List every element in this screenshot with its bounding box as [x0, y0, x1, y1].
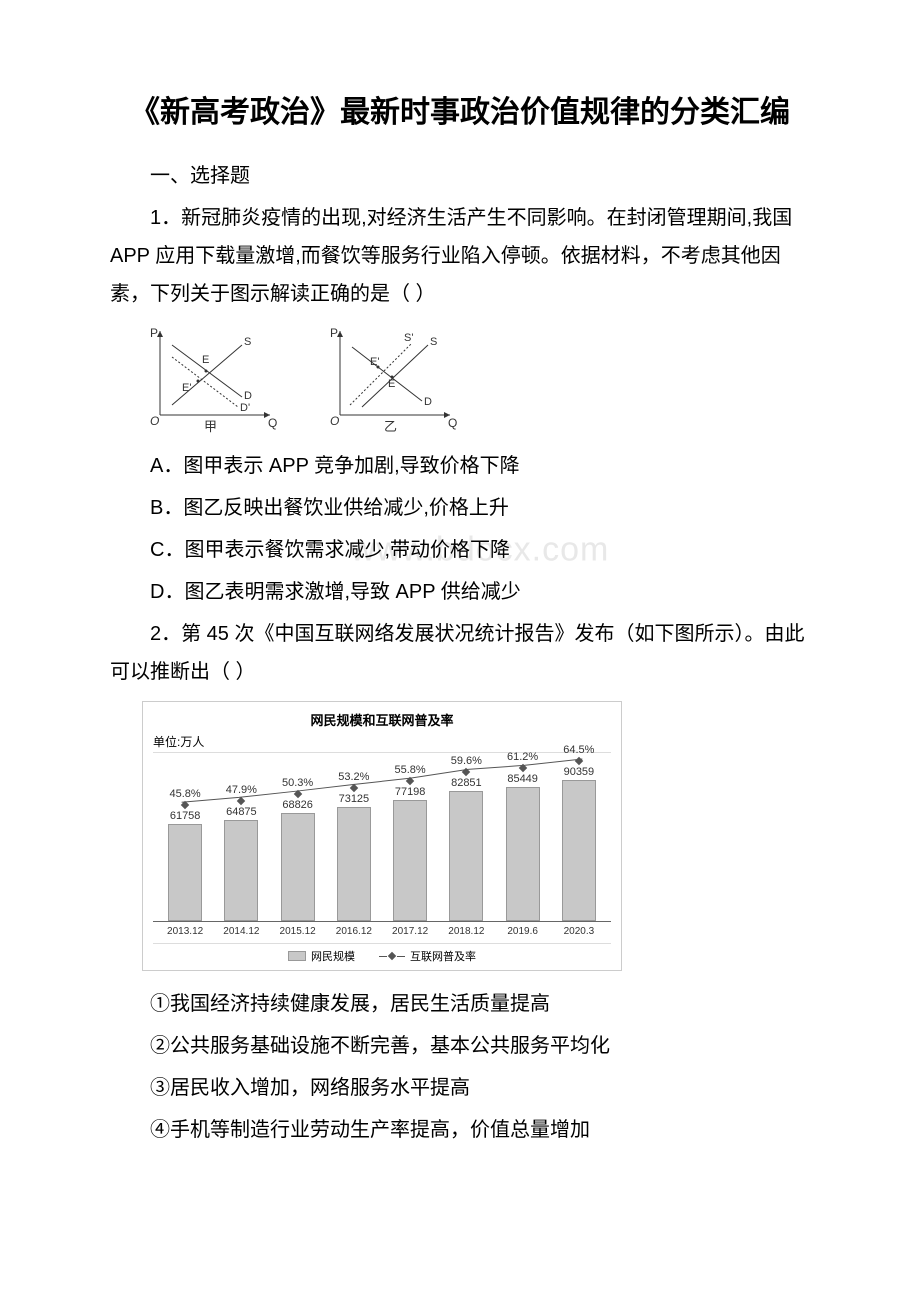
section-heading: 一、选择题	[110, 157, 810, 195]
svg-text:Q: Q	[448, 416, 457, 430]
x-axis-label: 2017.12	[387, 926, 433, 937]
bar-group: 61.2% 85449	[500, 751, 546, 921]
bar	[562, 780, 596, 921]
bar-rate-label: 64.5%	[563, 744, 594, 756]
axis-p-label: P	[150, 326, 158, 340]
bar	[506, 787, 540, 921]
q1-option-b: B．图乙反映出餐饮业供给减少,价格上升	[110, 489, 810, 527]
diagram-jia: P Q O S D D' E E' 甲	[142, 323, 282, 433]
x-axis-label: 2014.12	[218, 926, 264, 937]
x-axis-label: 2019.6	[500, 926, 546, 937]
legend-bar-label: 网民规模	[311, 948, 355, 964]
bar-rate-label: 55.8%	[395, 764, 426, 776]
svg-text:S: S	[244, 336, 251, 348]
legend-bar: 网民规模	[288, 948, 355, 964]
bar	[393, 800, 427, 921]
bar-group: 47.9% 64875	[218, 784, 264, 921]
x-axis-label: 2018.12	[443, 926, 489, 937]
legend-swatch-line-icon	[379, 953, 405, 959]
diagram-yi: P Q O S S' D E' E 乙	[322, 323, 462, 433]
bar-group: 55.8% 77198	[387, 764, 433, 921]
bar	[224, 820, 258, 921]
bar-rate-label: 45.8%	[170, 788, 201, 800]
bar-group: 50.3% 68826	[275, 777, 321, 921]
page-title: 《新高考政治》最新时事政治价值规律的分类汇编	[110, 90, 810, 135]
svg-text:S: S	[430, 336, 437, 348]
bar-value-label: 77198	[395, 786, 426, 798]
bar-rate-label: 47.9%	[226, 784, 257, 796]
diagram-yi-label: 乙	[384, 419, 397, 433]
bar-value-label: 68826	[282, 799, 313, 811]
svg-text:D: D	[424, 396, 432, 408]
line-marker-icon	[350, 783, 358, 791]
q2-inference-3: ③居民收入增加，网络服务水平提高	[110, 1069, 810, 1107]
q2-chart: 网民规模和互联网普及率 单位:万人 45.8% 61758 47.9% 64875 50…	[142, 701, 622, 971]
bar-group: 64.5% 90359	[556, 744, 602, 921]
q2-inference-1: ①我国经济持续健康发展，居民生活质量提高	[110, 985, 810, 1023]
svg-text:E: E	[388, 378, 395, 390]
bar-value-label: 82851	[451, 777, 482, 789]
chart-title: 网民规模和互联网普及率	[153, 710, 611, 729]
x-axis-label: 2013.12	[162, 926, 208, 937]
svg-text:D': D'	[240, 402, 250, 414]
q2-stem: 2．第 45 次《中国互联网络发展状况统计报告》发布（如下图所示）。由此可以推断…	[110, 615, 810, 691]
legend-swatch-bar-icon	[288, 951, 306, 961]
legend-line-label: 互联网普及率	[410, 948, 476, 964]
line-marker-icon	[462, 768, 470, 776]
bar	[168, 824, 202, 921]
bar-group: 59.6% 82851	[443, 755, 489, 921]
q1-stem: 1．新冠肺炎疫情的出现,对经济生活产生不同影响。在封闭管理期间,我国 APP 应…	[110, 199, 810, 313]
svg-text:S': S'	[404, 332, 413, 344]
line-marker-icon	[575, 756, 583, 764]
line-marker-icon	[237, 796, 245, 804]
svg-text:D: D	[244, 390, 252, 402]
bar-value-label: 64875	[226, 806, 257, 818]
x-axis-label: 2016.12	[331, 926, 377, 937]
svg-text:E: E	[202, 354, 209, 366]
legend-line: 互联网普及率	[379, 948, 476, 964]
q2-inference-2: ②公共服务基础设施不断完善，基本公共服务平均化	[110, 1027, 810, 1065]
chart-area: 45.8% 61758 47.9% 64875 50.3% 68826 53.2% 73125…	[153, 752, 611, 922]
bar	[281, 813, 315, 921]
diagram-jia-label: 甲	[204, 419, 217, 433]
q1-diagrams: P Q O S D D' E E' 甲 P Q O S S	[142, 323, 810, 433]
line-marker-icon	[181, 801, 189, 809]
line-marker-icon	[518, 764, 526, 772]
svg-text:E': E'	[182, 382, 191, 394]
axis-q-label: Q	[268, 416, 277, 430]
bar-value-label: 90359	[564, 766, 595, 778]
bar-rate-label: 50.3%	[282, 777, 313, 789]
bar-rate-label: 53.2%	[338, 771, 369, 783]
bar	[337, 807, 371, 921]
svg-text:O: O	[150, 414, 159, 428]
bar-rate-label: 59.6%	[451, 755, 482, 767]
x-axis-label: 2015.12	[275, 926, 321, 937]
svg-text:P: P	[330, 326, 338, 340]
chart-legend: 网民规模 互联网普及率	[153, 943, 611, 964]
chart-unit: 单位:万人	[153, 733, 611, 750]
x-axis-label: 2020.3	[556, 926, 602, 937]
bar-value-label: 85449	[507, 773, 538, 785]
bar-rate-label: 61.2%	[507, 751, 538, 763]
svg-text:O: O	[330, 414, 339, 428]
q1-option-a: A．图甲表示 APP 竞争加剧,导致价格下降	[110, 447, 810, 485]
bar-group: 53.2% 73125	[331, 771, 377, 921]
q1-option-d: D．图乙表明需求激增,导致 APP 供给减少	[110, 573, 810, 611]
line-marker-icon	[293, 790, 301, 798]
line-marker-icon	[406, 777, 414, 785]
q2-inference-4: ④手机等制造行业劳动生产率提高，价值总量增加	[110, 1111, 810, 1149]
q1-option-c: www.bdocx.com C．图甲表示餐饮需求减少,带动价格下降	[110, 531, 810, 569]
bar-group: 45.8% 61758	[162, 788, 208, 921]
bar-value-label: 73125	[339, 793, 370, 805]
bar-value-label: 61758	[170, 810, 201, 822]
bar	[449, 791, 483, 921]
